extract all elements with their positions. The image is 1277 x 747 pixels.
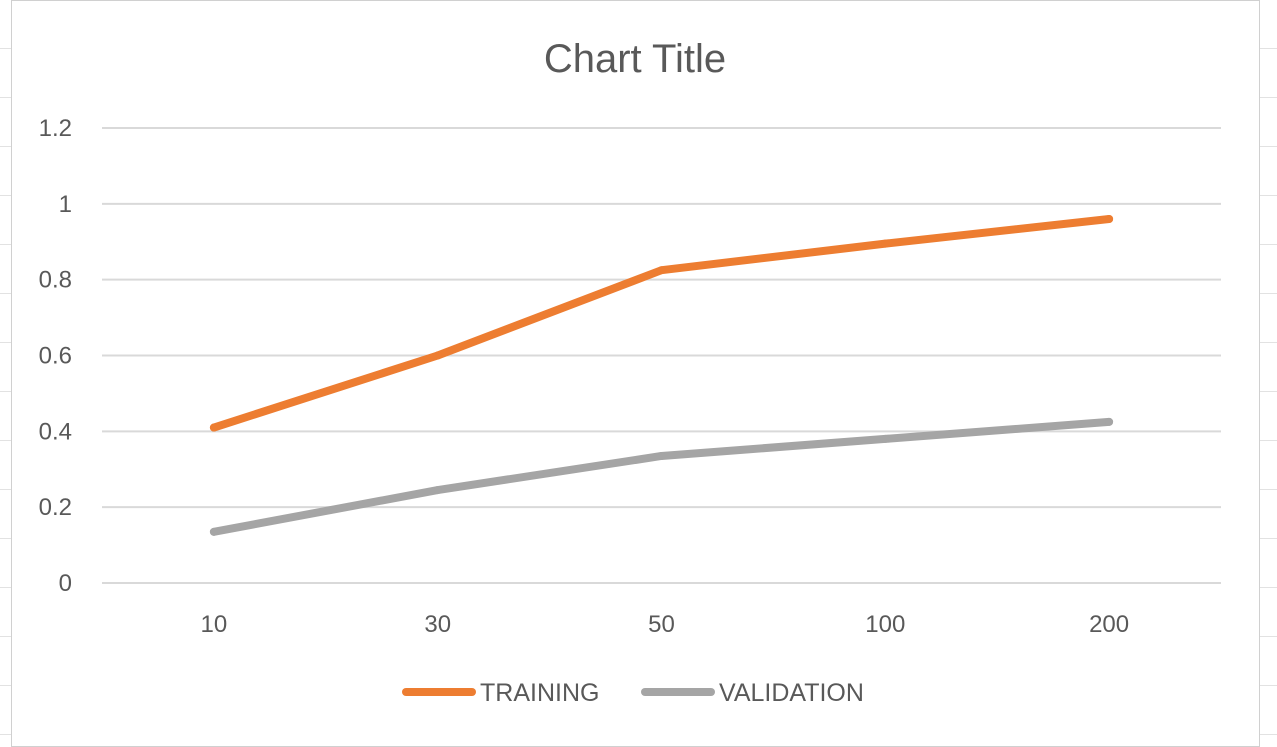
data-point[interactable] [657,266,666,275]
x-axis: 10 30 50 100 200 [201,611,1130,638]
series-lines [209,215,1114,536]
y-tick-label: 0 [59,570,72,597]
y-tick-label: 0.2 [39,494,72,521]
data-point[interactable] [209,423,218,432]
x-tick-label: 10 [201,611,228,638]
data-point[interactable] [433,351,442,360]
data-point[interactable] [881,239,890,248]
x-tick-label: 100 [865,611,905,638]
legend-label: TRAINING [480,679,599,707]
y-axis: 0 0.2 0.4 0.6 0.8 1 1.2 [39,115,72,597]
gridlines [102,127,1221,584]
y-tick-label: 0.6 [39,343,72,370]
data-point[interactable] [657,451,666,460]
series-line-training[interactable] [209,215,1114,432]
chart-area[interactable] [11,0,1260,747]
y-tick-label: 0.4 [39,418,72,445]
legend-item-validation[interactable]: VALIDATION [641,679,864,707]
x-tick-label: 30 [424,611,451,638]
x-tick-label: 200 [1089,611,1129,638]
series-line-validation[interactable] [209,417,1114,536]
data-point[interactable] [1105,215,1114,223]
legend-label: VALIDATION [719,679,864,707]
data-point[interactable] [209,527,218,536]
y-tick-label: 1 [59,191,72,218]
data-point[interactable] [1105,417,1114,426]
y-tick-label: 1.2 [39,115,72,142]
legend-item-training[interactable]: TRAINING [402,679,599,707]
chart-title[interactable]: Chart Title [544,37,726,81]
data-point[interactable] [433,486,442,495]
x-tick-label: 50 [648,611,675,638]
data-point[interactable] [881,434,890,443]
y-tick-label: 0.8 [39,267,72,294]
legend[interactable]: TRAINING VALIDATION [402,679,864,707]
